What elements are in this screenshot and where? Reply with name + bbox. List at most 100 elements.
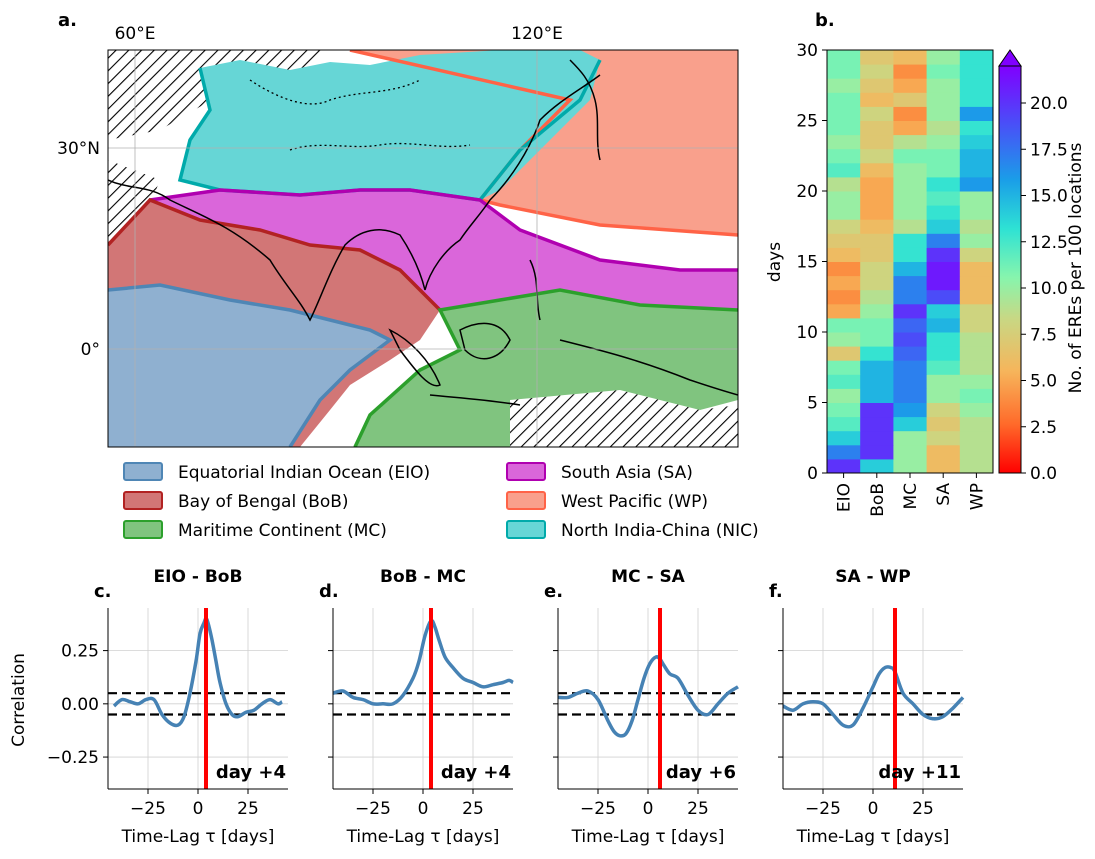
heatmap-cell xyxy=(893,219,928,234)
heatmap-cell xyxy=(893,402,928,418)
heatmap-cell xyxy=(926,92,961,107)
heatmap-cell xyxy=(926,444,961,460)
border-dotted-north xyxy=(249,79,421,105)
lag-xtick-label: 25 xyxy=(462,799,484,819)
heatmap-xtick-label: MC xyxy=(901,483,921,510)
heatmap-cell xyxy=(860,360,894,375)
heatmap-cell xyxy=(827,176,861,192)
lat-label-0: 0° xyxy=(81,340,100,360)
heatmap-cell xyxy=(959,430,994,446)
lag-xtick-label: −25 xyxy=(580,799,616,819)
lag-xtick-label: 0 xyxy=(193,799,204,819)
heatmap xyxy=(827,50,994,474)
heatmap-cell xyxy=(827,50,861,65)
heatmap-ytick-label: 30 xyxy=(796,41,818,61)
colorbar-tick-label: 7.5 xyxy=(1030,325,1057,345)
lag-xtick-label: 25 xyxy=(912,799,934,819)
heatmap-ylabel: days xyxy=(765,242,785,282)
colorbar-tick-label: 20.0 xyxy=(1030,94,1068,114)
heatmap-cell xyxy=(959,416,994,432)
heatmap-cell xyxy=(860,148,894,164)
heatmap-cell xyxy=(959,219,994,234)
heatmap-cell xyxy=(827,289,861,305)
heatmap-cell xyxy=(860,176,894,192)
heatmap-cell xyxy=(860,162,894,178)
heatmap-cell xyxy=(926,191,961,206)
heatmap-cell xyxy=(959,346,994,361)
correlation-line xyxy=(782,665,965,729)
heatmap-cell xyxy=(959,261,994,277)
heatmap-cell xyxy=(893,303,928,319)
heatmap-xtick-label: WP xyxy=(967,483,987,510)
heatmap-ytick-label: 5 xyxy=(807,394,818,414)
map-legend: Equatorial Indian Ocean (EIO) Bay of Ben… xyxy=(123,462,759,541)
legend-swatch-wp xyxy=(506,491,546,510)
heatmap-cell xyxy=(959,162,994,178)
lag-panel-c: 0.25 0.00 −0.25 −25 0 25 Time-Lag τ [days] EIO … xyxy=(47,567,288,847)
lag-xtick-label: 0 xyxy=(643,799,654,819)
heatmap-cell xyxy=(860,388,894,403)
heatmap-cell xyxy=(959,78,994,93)
lag-annotation: day +6 xyxy=(666,762,736,783)
heatmap-cell xyxy=(827,303,861,319)
panel-label-f: f. xyxy=(769,581,783,602)
heatmap-cell xyxy=(959,205,994,220)
heatmap-cell xyxy=(827,332,861,347)
heatmap-cell xyxy=(893,106,928,121)
heatmap-cell xyxy=(827,233,861,248)
heatmap-cell xyxy=(860,261,894,277)
coastline-sumatra xyxy=(388,328,441,387)
heatmap-cell xyxy=(893,374,928,389)
heatmap-cell xyxy=(893,191,928,206)
heatmap-cell xyxy=(893,416,928,432)
colorbar-extend-arrow xyxy=(998,49,1022,67)
lag-xtick-label: 0 xyxy=(418,799,429,819)
heatmap-cell xyxy=(926,50,961,65)
region-eio xyxy=(108,285,390,447)
heatmap-cell xyxy=(926,148,961,164)
heatmap-cell xyxy=(893,233,928,248)
heatmap-cell xyxy=(827,402,861,418)
heatmap-cell xyxy=(893,275,928,291)
heatmap-cell xyxy=(893,360,928,375)
colorbar-tick-label: 17.5 xyxy=(1030,140,1068,160)
heatmap-cell xyxy=(827,275,861,291)
heatmap-cell xyxy=(959,120,994,136)
lag-ytick-label: 0.00 xyxy=(61,695,99,715)
heatmap-xtick-label: EIO xyxy=(835,483,855,512)
heatmap-cell xyxy=(893,205,928,220)
heatmap-cell xyxy=(926,416,961,432)
legend-label-bob: Bay of Bengal (BoB) xyxy=(178,492,349,512)
heatmap-cell xyxy=(893,289,928,305)
heatmap-cell xyxy=(860,191,894,206)
heatmap-cell xyxy=(827,134,861,150)
heatmap-x-ticks: EIO BoB MC SA WP xyxy=(835,473,987,517)
heatmap-cell xyxy=(926,458,961,474)
lag-xlabel: Time-Lag τ [days] xyxy=(346,827,500,847)
heatmap-cell xyxy=(893,148,928,164)
heatmap-cell xyxy=(959,444,994,460)
heatmap-cell xyxy=(827,205,861,220)
heatmap-cell xyxy=(827,360,861,375)
lag-panel-title: EIO - BoB xyxy=(154,567,243,587)
heatmap-cell xyxy=(959,50,994,65)
heatmap-cell xyxy=(827,416,861,432)
lag-panel-title: MC - SA xyxy=(611,567,686,587)
heatmap-cell xyxy=(959,247,994,262)
heatmap-cell xyxy=(893,332,928,347)
heatmap-cell xyxy=(893,444,928,460)
heatmap-cell xyxy=(959,191,994,206)
lag-ytick-label: 0.25 xyxy=(61,642,99,662)
heatmap-cell xyxy=(860,205,894,220)
lag-xtick-label: 0 xyxy=(868,799,879,819)
hatch-nodata-australia xyxy=(510,390,738,447)
heatmap-cell xyxy=(926,176,961,192)
hatch-nodata-west xyxy=(108,160,160,240)
coastline-new-guinea xyxy=(559,339,738,396)
heatmap-cell xyxy=(860,219,894,234)
panel-label-b: b. xyxy=(815,10,835,31)
heatmap-cell xyxy=(860,317,894,333)
heatmap-cell xyxy=(860,458,894,474)
region-sa xyxy=(150,190,738,310)
heatmap-cell xyxy=(827,78,861,93)
